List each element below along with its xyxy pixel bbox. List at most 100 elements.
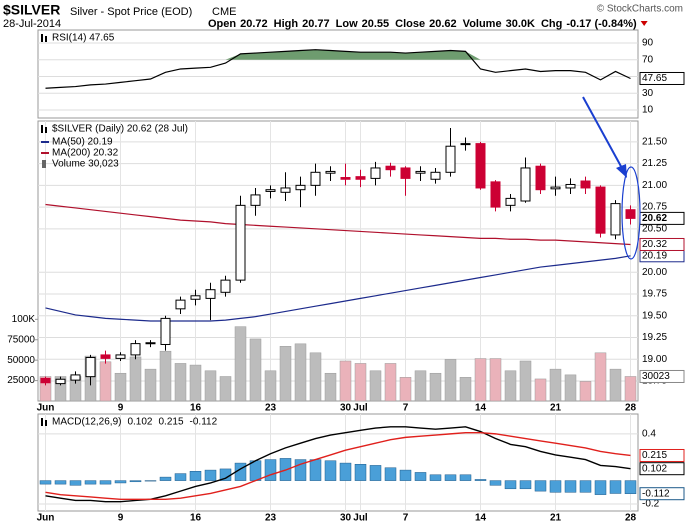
volume-bar bbox=[429, 372, 442, 402]
volume-bar bbox=[174, 363, 187, 402]
stat-value: 30.0K bbox=[506, 18, 535, 30]
histogram-bar bbox=[114, 480, 127, 484]
candle-body bbox=[505, 197, 516, 206]
candle-body bbox=[145, 342, 156, 345]
ma-line bbox=[45, 203, 631, 246]
volume-bar bbox=[369, 370, 382, 402]
legend-value: 0.215 bbox=[159, 417, 184, 428]
candle-body bbox=[415, 170, 426, 174]
candle-body bbox=[430, 171, 441, 180]
value-label: 0.102 bbox=[642, 463, 667, 474]
histogram-bar bbox=[294, 459, 307, 481]
volume-bar bbox=[219, 376, 232, 402]
volume-bar bbox=[99, 361, 112, 402]
macd-line bbox=[45, 431, 631, 501]
title-icon bbox=[45, 420, 47, 426]
y-tick-label: -0.2 bbox=[642, 499, 660, 510]
y-tick-label: 20.50 bbox=[642, 223, 667, 234]
panel-frame bbox=[37, 413, 639, 512]
candle-body bbox=[445, 145, 456, 173]
panel-title: $SILVER (Daily) 20.62 (28 Jul) bbox=[52, 124, 188, 135]
candle-body bbox=[85, 357, 96, 378]
stat-label: Chg bbox=[541, 18, 562, 30]
value-label: -0.112 bbox=[642, 488, 670, 499]
legend-label: MA(200) 20.32 bbox=[52, 148, 119, 159]
title-icon bbox=[45, 127, 47, 133]
volume-bar bbox=[399, 377, 412, 402]
volume-bar bbox=[294, 343, 307, 402]
candle-body bbox=[100, 354, 111, 359]
candle-body bbox=[70, 374, 81, 381]
volume-bar bbox=[249, 338, 262, 402]
title-icon bbox=[45, 36, 47, 42]
y-tick-label: 19.50 bbox=[642, 310, 667, 321]
candle-body bbox=[190, 295, 201, 300]
volume-bar bbox=[324, 372, 337, 402]
histogram-bar bbox=[504, 480, 517, 490]
value-label: 30023 bbox=[642, 371, 670, 382]
stat-value: 20.77 bbox=[302, 18, 330, 30]
volume-bar bbox=[549, 368, 562, 402]
x-tick-label: 16 bbox=[190, 403, 202, 414]
volume-bar bbox=[474, 358, 487, 402]
histogram-bar bbox=[489, 480, 502, 486]
histogram-bar bbox=[324, 460, 337, 481]
volume-bar bbox=[339, 360, 352, 402]
x-tick-label: Jun bbox=[37, 403, 55, 414]
histogram-bar bbox=[444, 474, 457, 481]
panel-title: MACD(12,26,9) bbox=[52, 417, 121, 428]
histogram-bar bbox=[534, 480, 547, 492]
histogram-bar bbox=[459, 474, 472, 481]
volume-bar bbox=[264, 370, 277, 402]
value-box bbox=[639, 487, 685, 501]
volume-bar bbox=[354, 363, 367, 402]
histogram-bar bbox=[264, 459, 277, 481]
legend-icon bbox=[42, 160, 46, 168]
candle-body bbox=[175, 299, 186, 310]
volume-bar bbox=[609, 368, 622, 402]
histogram-bar bbox=[414, 472, 427, 481]
volume-bar bbox=[204, 370, 217, 402]
candle-body bbox=[625, 209, 636, 219]
y2-tick-label: 100K bbox=[12, 314, 36, 325]
candle-body bbox=[370, 167, 381, 179]
legend-value: -0.112 bbox=[190, 417, 218, 428]
x-tick-label: Jul bbox=[353, 513, 368, 524]
value-box bbox=[639, 237, 685, 251]
histogram-bar bbox=[579, 480, 592, 493]
x-tick-label: 28 bbox=[625, 513, 637, 524]
annotation-arrowhead bbox=[616, 164, 627, 178]
histogram-bar bbox=[144, 480, 157, 482]
x-tick-label: Jun bbox=[37, 513, 55, 524]
stat-label: Open bbox=[208, 18, 236, 30]
x-tick-label: 7 bbox=[403, 403, 409, 414]
x-tick-label: 14 bbox=[475, 513, 487, 524]
candle-body bbox=[490, 181, 501, 208]
stat-value: 20.72 bbox=[240, 18, 268, 30]
candle-body bbox=[460, 143, 471, 146]
y-tick-label: 21.50 bbox=[642, 137, 667, 148]
title-icon bbox=[41, 418, 43, 426]
y-tick-label: 21.25 bbox=[642, 158, 667, 169]
histogram-bar bbox=[204, 469, 217, 481]
volume-bar bbox=[504, 370, 517, 402]
date: 28-Jul-2014 bbox=[3, 18, 61, 30]
volume-bar bbox=[459, 377, 472, 402]
x-tick-label: 16 bbox=[190, 513, 202, 524]
value-label: 0.215 bbox=[642, 450, 667, 461]
y-tick-label: 19.75 bbox=[642, 289, 667, 300]
x-tick-label: Jul bbox=[353, 403, 368, 414]
x-tick-label: 9 bbox=[118, 403, 124, 414]
legend-label: MA(50) 20.19 bbox=[52, 137, 113, 148]
candle-body bbox=[595, 186, 606, 234]
candle-body bbox=[160, 317, 171, 345]
legend-value: 0.102 bbox=[127, 417, 152, 428]
histogram-bar bbox=[39, 480, 52, 485]
candle-body bbox=[610, 203, 621, 236]
change-arrow bbox=[640, 21, 648, 26]
x-tick-label: 28 bbox=[625, 403, 637, 414]
candle-body bbox=[265, 189, 276, 192]
histogram-bar bbox=[339, 462, 352, 481]
value-box bbox=[639, 462, 685, 476]
